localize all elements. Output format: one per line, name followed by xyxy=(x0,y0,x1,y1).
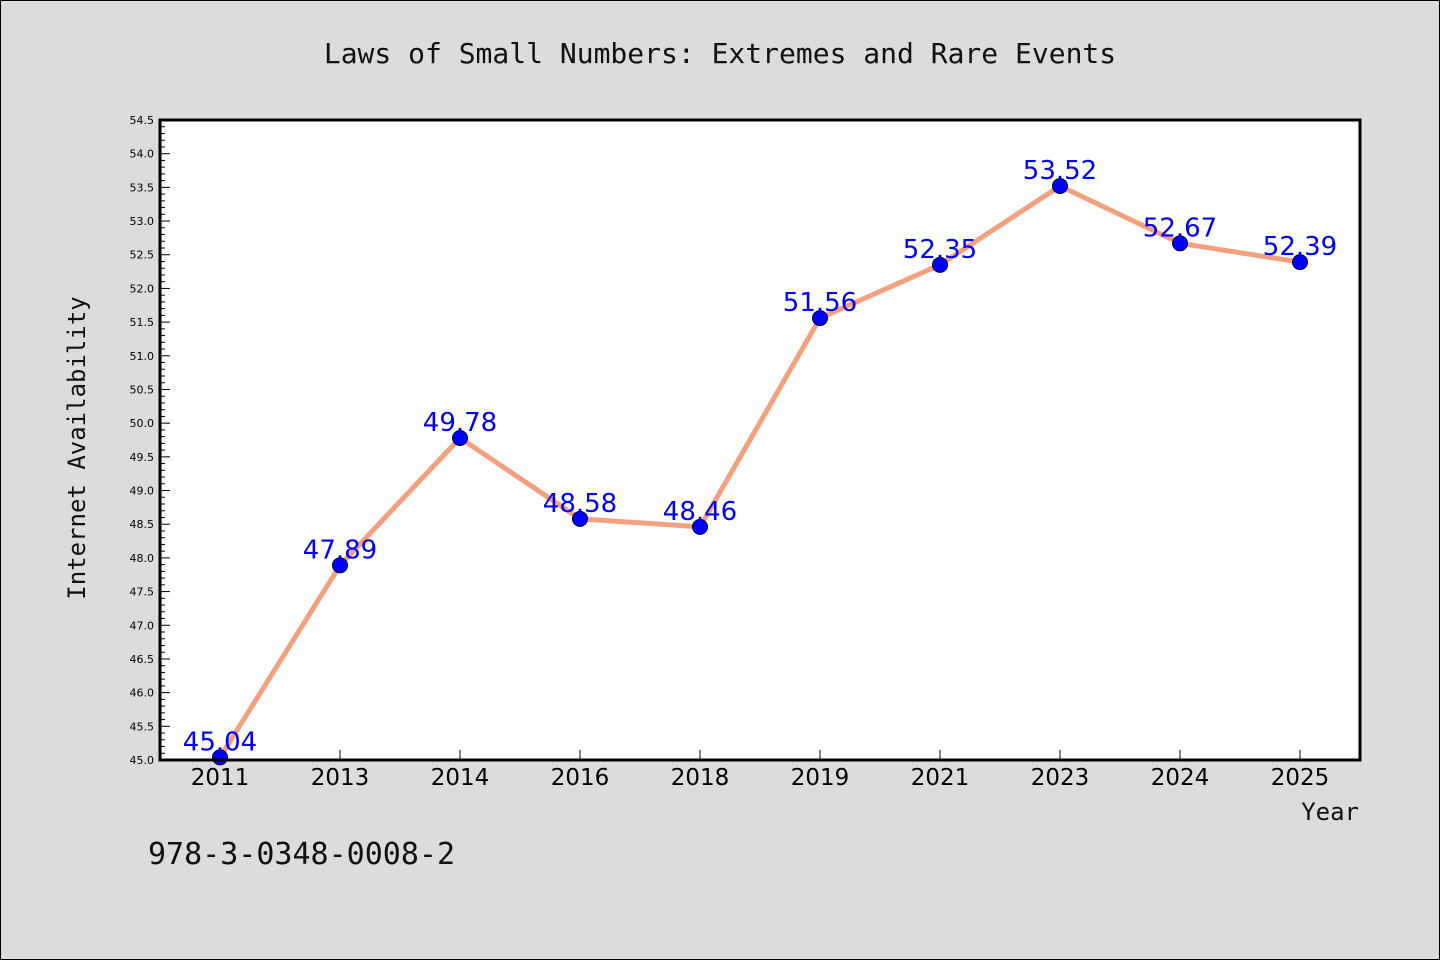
data-label: 49.78 xyxy=(423,408,497,438)
data-point xyxy=(332,557,348,574)
y-tick-label: 50.0 xyxy=(130,417,155,430)
data-label: 45.04 xyxy=(183,727,257,757)
plot-border xyxy=(158,118,1362,762)
data-point xyxy=(1292,254,1308,271)
x-tick-label: 2021 xyxy=(911,765,970,791)
y-tick-label: 45.0 xyxy=(130,754,155,767)
data-point xyxy=(1172,235,1188,252)
x-axis-label: Year xyxy=(1301,798,1359,826)
data-label: 52.35 xyxy=(903,235,977,265)
y-tick-label: 48.5 xyxy=(130,518,155,531)
x-tick-label: 2024 xyxy=(1151,765,1210,791)
data-label: 53.52 xyxy=(1023,156,1097,186)
y-tick-label: 45.5 xyxy=(130,720,155,733)
data-point xyxy=(932,256,948,273)
y-axis-label: Internet Availability xyxy=(63,296,91,599)
chart-title: Laws of Small Numbers: Extremes and Rare… xyxy=(324,37,1116,70)
y-tick-label: 54.5 xyxy=(130,114,155,127)
y-tick-label: 51.0 xyxy=(130,350,155,363)
y-tick-label: 52.0 xyxy=(130,282,155,295)
y-tick-label: 49.0 xyxy=(130,485,155,498)
data-label: 48.58 xyxy=(543,489,617,519)
x-tick-label: 2013 xyxy=(311,765,370,791)
y-tick-label: 47.5 xyxy=(130,586,155,599)
x-tick-label: 2014 xyxy=(431,765,490,791)
data-point xyxy=(692,518,708,535)
y-axis: 45.0 45.5 46.0 46.5 47.0 47.5 48.0 48.5 49.0 49.5… xyxy=(130,114,170,767)
data-label: 52.39 xyxy=(1263,232,1337,262)
y-tick-label: 48.0 xyxy=(130,552,155,565)
data-point xyxy=(812,310,828,327)
series-line-group xyxy=(212,178,1308,766)
data-labels: 45.04 47.89 49.78 48.58 48.46 51.56 52.35 53.52… xyxy=(183,156,1337,757)
y-tick-label: 52.5 xyxy=(130,249,155,262)
x-tick-label: 2016 xyxy=(551,765,610,791)
x-tick-label: 2019 xyxy=(791,765,850,791)
data-label: 48.46 xyxy=(663,497,737,527)
y-tick-label: 53.5 xyxy=(130,181,155,194)
data-point xyxy=(572,510,588,527)
y-tick-label: 46.5 xyxy=(130,653,155,666)
data-label: 47.89 xyxy=(303,535,377,565)
data-label: 52.67 xyxy=(1143,213,1217,243)
data-point xyxy=(452,429,468,446)
x-tick-label: 2011 xyxy=(191,765,250,791)
data-label: 51.56 xyxy=(783,288,857,318)
x-tick-label: 2023 xyxy=(1031,765,1090,791)
y-tick-label: 47.0 xyxy=(130,619,155,632)
plot-area xyxy=(160,120,1360,760)
y-tick-label: 49.5 xyxy=(130,451,155,464)
isbn-text: 978-3-0348-0008-2 xyxy=(148,837,455,872)
x-tick-label: 2025 xyxy=(1271,765,1330,791)
series-line xyxy=(217,183,1301,759)
y-tick-label: 51.5 xyxy=(130,316,155,329)
x-axis: 2011 2013 2014 2016 2018 2019 2021 2023 2024 2025 xyxy=(191,750,1330,791)
y-tick-label: 46.0 xyxy=(130,687,155,700)
y-tick-label: 50.5 xyxy=(130,383,155,396)
data-point xyxy=(1052,178,1068,195)
y-tick-label: 54.0 xyxy=(130,148,155,161)
y-tick-label: 53.0 xyxy=(130,215,155,228)
x-tick-label: 2018 xyxy=(671,765,730,791)
